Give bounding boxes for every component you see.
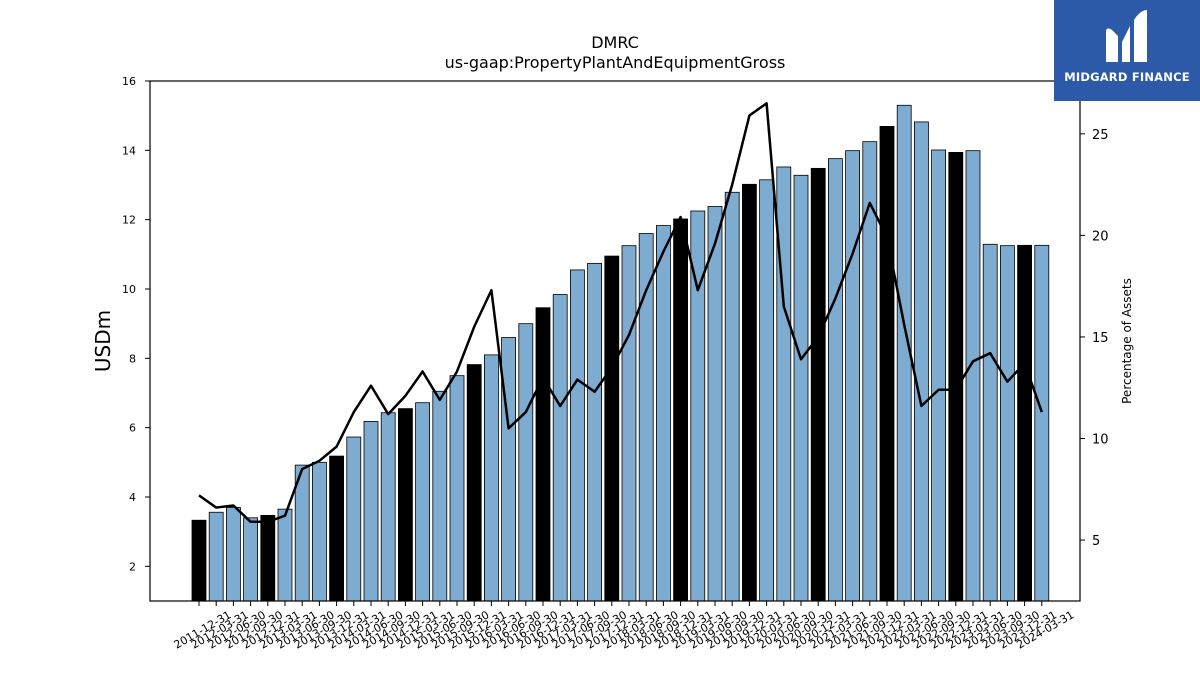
bar (604, 255, 620, 602)
bar (501, 337, 517, 602)
bar (483, 354, 499, 602)
bar (518, 323, 534, 602)
bar (879, 126, 895, 602)
y-tick-label: 12 (122, 214, 136, 227)
bar (931, 149, 946, 602)
y2-tick-label: 25 (1092, 128, 1109, 143)
brand-logo: MIDGARD FINANCE (1054, 0, 1200, 101)
bar (535, 307, 551, 602)
bar (466, 364, 482, 602)
bar (948, 152, 964, 602)
bar (260, 514, 276, 602)
x-axis: 2011-12-312012-03-312012-06-302012-09-30… (172, 601, 1076, 652)
bar (1000, 245, 1015, 602)
bar (656, 225, 671, 602)
y-tick-label: 16 (122, 75, 136, 88)
bar (742, 183, 757, 602)
bar (449, 375, 465, 602)
percentage-line (198, 102, 1043, 524)
bar (311, 461, 327, 602)
y2-tick-label: 20 (1092, 229, 1109, 244)
bar (380, 412, 396, 602)
chart-subtitle: us-gaap:PropertyPlantAndEquipmentGross (445, 53, 786, 72)
y-tick-label: 8 (129, 352, 136, 365)
plot-frame (149, 80, 1081, 602)
bar (724, 191, 740, 602)
bar (673, 218, 688, 602)
bar (225, 506, 241, 602)
y-tick-label: 14 (122, 144, 136, 157)
bar (208, 511, 224, 602)
bar (914, 121, 929, 602)
y2-tick-label: 15 (1092, 331, 1109, 346)
y-axis-label: USDm (91, 310, 115, 372)
bar (965, 150, 981, 602)
midgard-logo-icon (1106, 10, 1147, 62)
bar (570, 269, 585, 602)
bar (415, 402, 431, 602)
y2-axis-label: Percentage of Assets (1120, 278, 1134, 404)
bar (776, 166, 792, 602)
bar (845, 150, 860, 602)
bar (346, 436, 362, 602)
bar (552, 294, 568, 602)
bar (621, 245, 637, 602)
y-tick-label: 2 (129, 560, 136, 573)
y2-tick-label: 5 (1092, 534, 1100, 549)
y-tick-label: 6 (129, 422, 136, 435)
bar (243, 517, 259, 602)
bar (191, 519, 207, 602)
bar (759, 179, 774, 602)
bar (277, 508, 293, 602)
bar (363, 421, 379, 602)
bar (1034, 244, 1050, 602)
y-tick-label: 10 (122, 283, 136, 296)
bar (432, 390, 448, 602)
bar (828, 158, 843, 602)
bar (397, 408, 413, 602)
bar (1017, 244, 1032, 602)
bar (793, 174, 809, 602)
chart-title: DMRC (591, 33, 639, 52)
bar (707, 206, 723, 602)
y-axis-left: 2 4 6 8 10 12 14 16 (122, 75, 150, 573)
y2-tick-label: 10 (1092, 433, 1109, 448)
y-axis-right: 5 10 15 20 25 (1080, 128, 1109, 549)
y-tick-label: 4 (129, 491, 136, 504)
bar (982, 243, 998, 602)
bar (810, 167, 826, 602)
bar (587, 262, 602, 602)
brand-name: MIDGARD FINANCE (1064, 70, 1190, 84)
bar (329, 455, 345, 602)
